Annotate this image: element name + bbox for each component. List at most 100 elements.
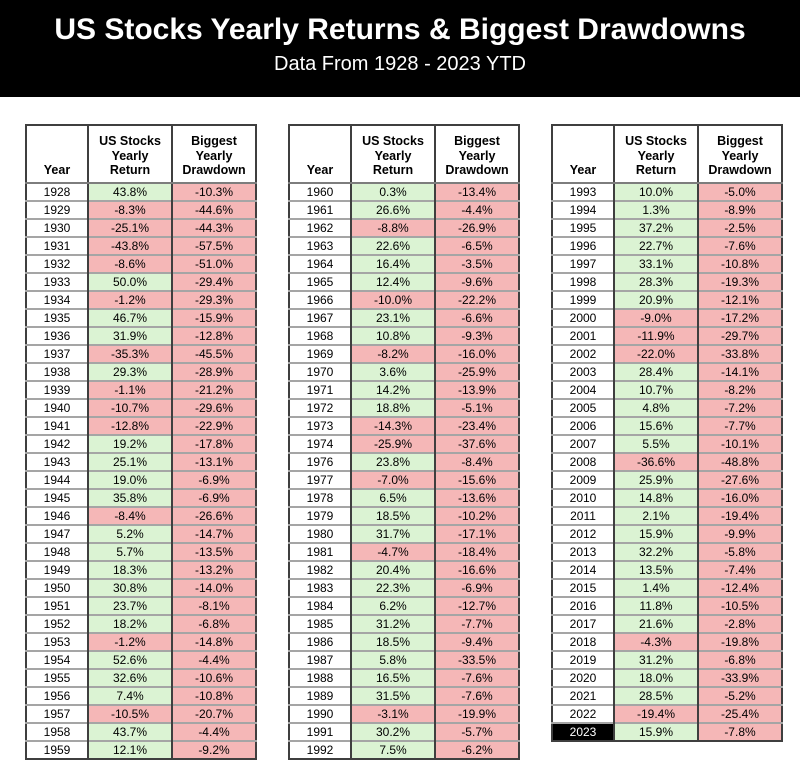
drawdown-cell: -7.6% (434, 686, 519, 705)
return-cell: 11.8% (613, 596, 698, 615)
drawdown-cell: -19.8% (697, 632, 782, 651)
table-row: 1990 -3.1% -19.9% (289, 704, 519, 723)
return-cell: 6.2% (350, 596, 435, 615)
table-row: 1995 37.2% -2.5% (552, 218, 782, 237)
table-row: 1980 31.7% -17.1% (289, 524, 519, 543)
table-row: 1944 19.0% -6.9% (26, 470, 256, 489)
return-cell: 18.2% (87, 614, 172, 633)
table-row: 1933 50.0% -29.4% (26, 272, 256, 291)
table-row: 2020 18.0% -33.9% (552, 668, 782, 687)
year-cell: 2000 (552, 308, 614, 327)
year-cell: 1929 (26, 200, 88, 219)
return-cell: 2.1% (613, 506, 698, 525)
return-cell: 28.3% (613, 272, 698, 291)
table-row: 1963 22.6% -6.5% (289, 236, 519, 255)
year-cell: 1984 (289, 596, 351, 615)
drawdown-cell: -8.2% (697, 380, 782, 399)
year-cell: 1967 (289, 308, 351, 327)
year-cell: 1970 (289, 362, 351, 381)
year-cell: 1943 (26, 452, 88, 471)
return-cell: 32.2% (613, 542, 698, 561)
drawdown-cell: -2.5% (697, 218, 782, 237)
table-row: 1959 12.1% -9.2% (26, 740, 256, 759)
drawdown-cell: -5.7% (434, 722, 519, 741)
return-cell: 22.7% (613, 236, 698, 255)
year-cell: 1977 (289, 470, 351, 489)
table-row: 1945 35.8% -6.9% (26, 488, 256, 507)
drawdown-cell: -6.2% (434, 740, 519, 759)
year-cell: 2013 (552, 542, 614, 561)
drawdown-cell: -17.1% (434, 524, 519, 543)
return-cell: 22.6% (350, 236, 435, 255)
table-row: 1972 18.8% -5.1% (289, 398, 519, 417)
return-cell: 1.3% (613, 200, 698, 219)
table-row: 1947 5.2% -14.7% (26, 524, 256, 543)
year-cell: 1976 (289, 452, 351, 471)
return-cell: 15.6% (613, 416, 698, 435)
return-cell: 28.5% (613, 686, 698, 705)
return-cell: 19.0% (87, 470, 172, 489)
year-cell: 1965 (289, 272, 351, 291)
drawdown-cell: -19.9% (434, 704, 519, 723)
return-cell: -4.7% (350, 542, 435, 561)
drawdown-cell: -13.6% (434, 488, 519, 507)
return-cell: 30.8% (87, 578, 172, 597)
return-cell: -11.9% (613, 326, 698, 345)
return-cell: 12.1% (87, 740, 172, 759)
year-cell: 1950 (26, 578, 88, 597)
drawdown-cell: -7.8% (697, 722, 782, 741)
table-row: 2021 28.5% -5.2% (552, 686, 782, 705)
year-cell: 1936 (26, 326, 88, 345)
drawdown-cell: -14.1% (697, 362, 782, 381)
table-row: 1948 5.7% -13.5% (26, 542, 256, 561)
return-cell: 28.4% (613, 362, 698, 381)
table-row: 1958 43.7% -4.4% (26, 722, 256, 741)
table-row: 1953 -1.2% -14.8% (26, 632, 256, 651)
return-column-header: US Stocks Yearly Return (350, 125, 435, 184)
return-cell: 18.3% (87, 560, 172, 579)
table-row: 2023 15.9% -7.8% (552, 722, 782, 741)
drawdown-cell: -21.2% (171, 380, 256, 399)
drawdown-cell: -9.2% (171, 740, 256, 759)
drawdown-cell: -33.9% (697, 668, 782, 687)
year-cell: 1949 (26, 560, 88, 579)
table-row: 2009 25.9% -27.6% (552, 470, 782, 489)
drawdown-cell: -13.4% (434, 182, 519, 201)
return-cell: -1.1% (87, 380, 172, 399)
drawdown-cell: -28.9% (171, 362, 256, 381)
table-row: 2008 -36.6% -48.8% (552, 452, 782, 471)
drawdown-cell: -6.9% (434, 578, 519, 597)
table-row: 1937 -35.3% -45.5% (26, 344, 256, 363)
table-row: 2011 2.1% -19.4% (552, 506, 782, 525)
year-cell: 2012 (552, 524, 614, 543)
table-row: 2002 -22.0% -33.8% (552, 344, 782, 363)
year-cell: 1935 (26, 308, 88, 327)
year-cell: 1982 (289, 560, 351, 579)
year-cell: 1932 (26, 254, 88, 273)
table-row: 1936 31.9% -12.8% (26, 326, 256, 345)
year-cell: 1980 (289, 524, 351, 543)
return-cell: 21.6% (613, 614, 698, 633)
return-cell: -1.2% (87, 290, 172, 309)
drawdown-cell: -25.9% (434, 362, 519, 381)
year-cell: 1983 (289, 578, 351, 597)
year-cell: 1957 (26, 704, 88, 723)
returns-table-1960-1992: Year US Stocks Yearly Return Biggest Yea… (288, 124, 520, 760)
return-cell: 13.5% (613, 560, 698, 579)
year-cell: 1986 (289, 632, 351, 651)
year-cell: 1945 (26, 488, 88, 507)
table-row: 1986 18.5% -9.4% (289, 632, 519, 651)
drawdown-cell: -13.2% (171, 560, 256, 579)
drawdown-cell: -5.2% (697, 686, 782, 705)
return-cell: 22.3% (350, 578, 435, 597)
table-row: 1967 23.1% -6.6% (289, 308, 519, 327)
drawdown-cell: -7.2% (697, 398, 782, 417)
drawdown-cell: -45.5% (171, 344, 256, 363)
return-cell: 37.2% (613, 218, 698, 237)
year-cell: 1989 (289, 686, 351, 705)
return-cell: 50.0% (87, 272, 172, 291)
returns-table-1993-2023: Year US Stocks Yearly Return Biggest Yea… (551, 124, 783, 742)
year-cell: 1947 (26, 524, 88, 543)
year-cell: 1959 (26, 740, 88, 759)
year-cell: 1938 (26, 362, 88, 381)
